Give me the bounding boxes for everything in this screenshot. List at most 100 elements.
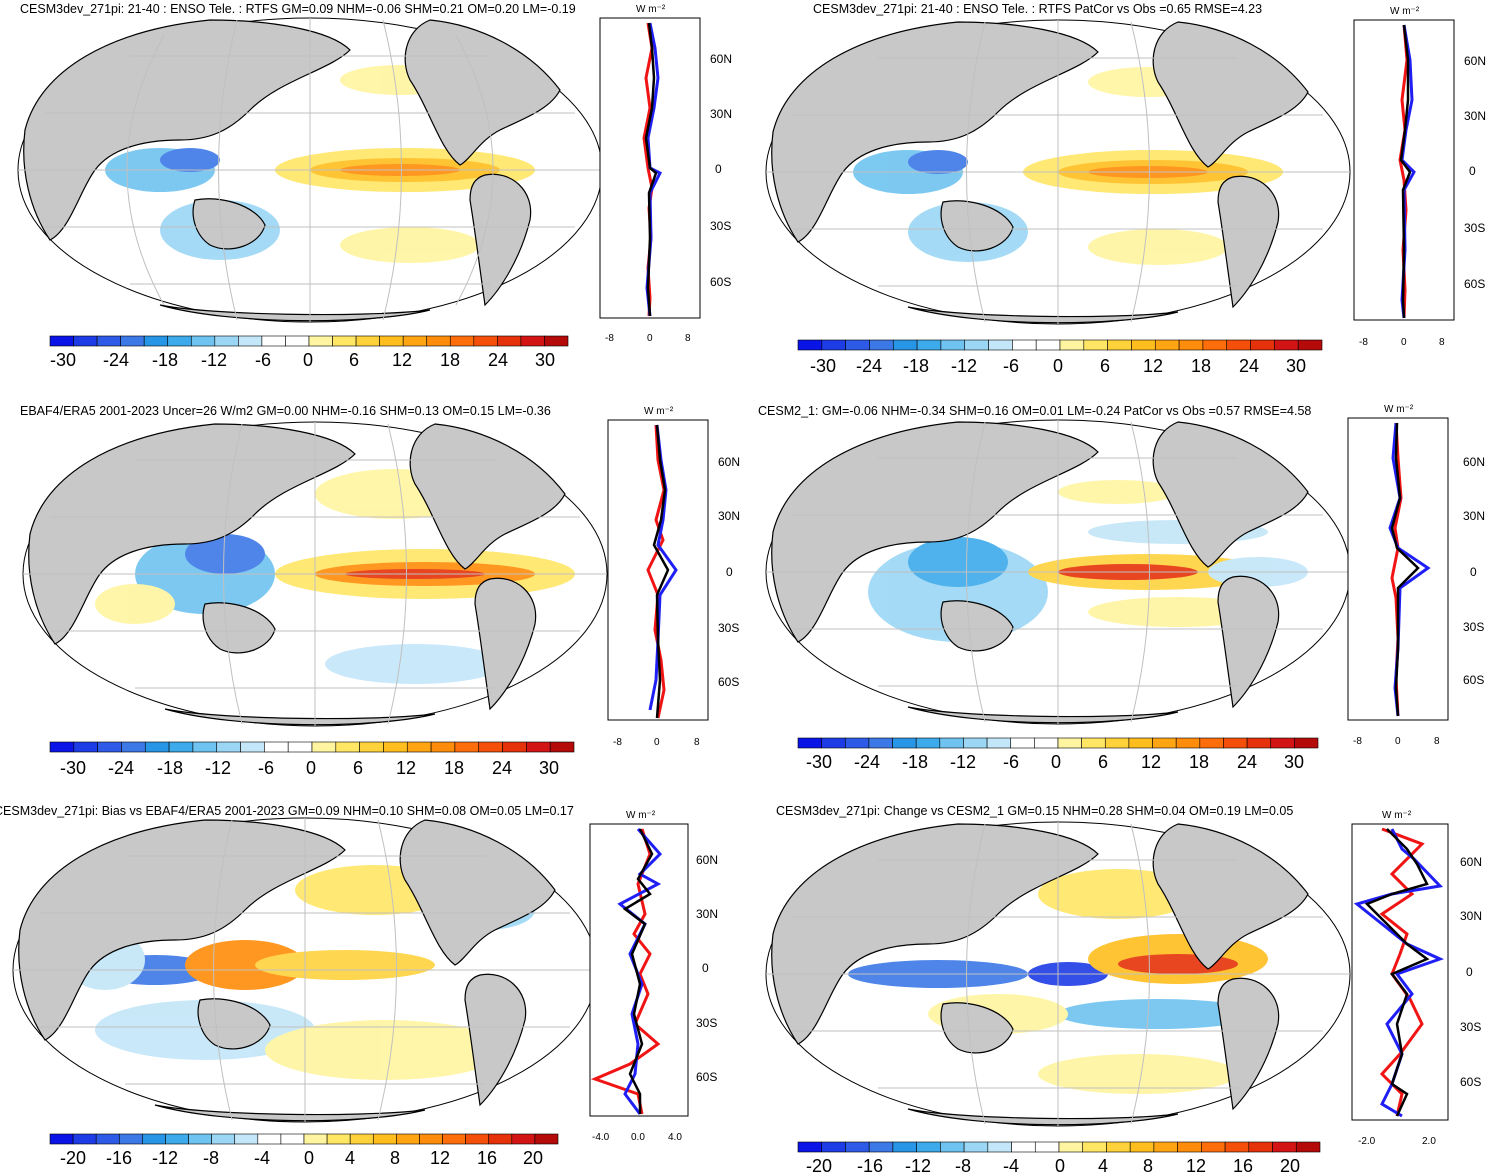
colorbar-box <box>1224 1141 1250 1153</box>
zonal-mean-plot: W m⁻² 60N 30N 0 30S 60S -4.0 0.0 4.0 <box>589 810 718 1143</box>
colorbar-label: -18 <box>902 752 928 772</box>
colorbar-label: 16 <box>477 1148 497 1168</box>
colorbar-label: -30 <box>806 752 832 772</box>
colorbar-label: 24 <box>1239 356 1259 376</box>
lat-label: 30N <box>718 509 740 523</box>
lat-label: 0 <box>1469 164 1476 178</box>
colorbar-box <box>97 741 122 753</box>
lat-label: 60N <box>1464 54 1486 68</box>
lat-label: 60S <box>696 1070 717 1084</box>
colorbar-box <box>916 1141 941 1153</box>
colorbar-label: 30 <box>535 350 555 370</box>
colorbar-box <box>1107 339 1132 351</box>
colorbar-box <box>1246 737 1272 749</box>
colorbar-box <box>49 335 74 347</box>
colorbar-box <box>454 741 480 753</box>
colorbar-label: 30 <box>539 758 559 778</box>
map-graticule <box>18 18 602 322</box>
colorbar-box <box>379 335 404 347</box>
lat-label: 0 <box>702 961 709 975</box>
colorbar-labels: -30 -24 -18 -12 -6 0 6 12 18 24 30 <box>60 758 559 778</box>
map-field <box>853 67 1283 265</box>
colorbar-box <box>502 741 527 753</box>
colorbar-box <box>72 1133 97 1145</box>
colorbar-box <box>1034 1141 1060 1153</box>
colorbar-box <box>1175 737 1201 749</box>
colorbar-label: 18 <box>440 350 460 370</box>
panel-graphics: W m⁻² 60N 30N 0 30S 60S -8 0 8 -30 -24 -… <box>22 406 740 778</box>
colorbar-label: -20 <box>60 1148 86 1168</box>
colorbar-box <box>1058 1141 1084 1153</box>
colorbar-box <box>1199 737 1224 749</box>
zonal-tick: 2.0 <box>1422 1136 1436 1147</box>
colorbar-label: -4 <box>1003 1156 1019 1176</box>
colorbar-box <box>963 737 988 749</box>
colorbar-box <box>1010 737 1035 749</box>
colorbar-label: 6 <box>1098 752 1108 772</box>
colorbar-box <box>1106 1141 1131 1153</box>
panel-title: CESM3dev_271pi: Bias vs EBAF4/ERA5 2001-… <box>0 804 574 818</box>
zonal-tick: 0 <box>1401 337 1407 348</box>
zonal-tick: 0.0 <box>631 1132 645 1143</box>
colorbar <box>797 737 1319 749</box>
colorbar-box <box>49 1133 74 1145</box>
colorbar-box <box>120 335 145 347</box>
colorbar-label: 16 <box>1233 1156 1253 1176</box>
colorbar-label: 30 <box>1286 356 1306 376</box>
colorbar-box <box>526 741 551 753</box>
colorbar-box <box>1201 1141 1226 1153</box>
colorbar-label: -6 <box>1003 752 1019 772</box>
colorbar-box <box>118 1133 143 1145</box>
colorbar-label: -24 <box>103 350 129 370</box>
colorbar-box <box>473 335 498 347</box>
colorbar-label: -12 <box>905 1156 931 1176</box>
panel-title: CESM2_1: GM=-0.06 NHM=-0.34 SHM=0.16 OM=… <box>758 404 1312 418</box>
colorbar-label: 12 <box>1143 356 1163 376</box>
colorbar-box <box>1081 737 1106 749</box>
zonal-mean-plot: W m⁻² 60N 30N 0 30S 60S -8 0 8 <box>599 4 732 344</box>
colorbar <box>797 339 1323 351</box>
zonal-tick: -8 <box>1353 736 1362 747</box>
zonal-tick: -4.0 <box>592 1132 610 1143</box>
colorbar-label: 12 <box>430 1148 450 1168</box>
panel-3: EBAF4/ERA5 2001-2023 Uncer=26 W/m2 GM=0.… <box>0 400 740 790</box>
colorbar-box <box>797 1141 823 1153</box>
lat-label: 0 <box>715 162 722 176</box>
colorbar-label: 20 <box>1280 1156 1300 1176</box>
colorbar-label: 6 <box>353 758 363 778</box>
colorbar-label: -12 <box>950 752 976 772</box>
colorbar-label: 6 <box>1100 356 1110 376</box>
colorbar-box <box>165 1133 189 1145</box>
colorbar-box <box>892 737 917 749</box>
lat-label: 0 <box>1470 565 1477 579</box>
panel-graphics: W m⁻² 60N 30N 0 30S 60S -8 0 8 -30 -24 -… <box>765 6 1486 376</box>
colorbar-box <box>426 335 451 347</box>
colorbar-box <box>488 1133 513 1145</box>
colorbar-box <box>987 1141 1012 1153</box>
colorbar-box <box>192 741 218 753</box>
colorbar-box <box>868 1141 894 1153</box>
colorbar-box <box>144 741 170 753</box>
colorbar-box <box>308 335 333 347</box>
zonal-tick: 8 <box>1439 337 1445 348</box>
colorbar-box <box>1295 1141 1321 1153</box>
colorbar-box <box>1152 737 1177 749</box>
zonal-mean-plot: W m⁻² 60N 30N 0 30S 60S -8 0 8 <box>607 406 740 748</box>
colorbar-box <box>845 339 870 351</box>
colorbar-box <box>1082 1141 1107 1153</box>
colorbar-box <box>257 1133 282 1145</box>
colorbar-box <box>1297 339 1323 351</box>
colorbar-box <box>396 1133 420 1145</box>
colorbar-label: -20 <box>806 1156 832 1176</box>
colorbar-box <box>372 1133 397 1145</box>
colorbar <box>49 741 575 753</box>
colorbar-box <box>1012 339 1037 351</box>
zonal-tick: 8 <box>685 333 691 344</box>
map-graticule <box>766 822 1350 1126</box>
colorbar-box <box>963 1141 989 1153</box>
lat-label: 60N <box>1460 855 1482 869</box>
colorbar-box <box>216 741 241 753</box>
colorbar-label: -12 <box>152 1148 178 1168</box>
colorbar-label: -12 <box>201 350 227 370</box>
colorbar-label: 18 <box>1191 356 1211 376</box>
